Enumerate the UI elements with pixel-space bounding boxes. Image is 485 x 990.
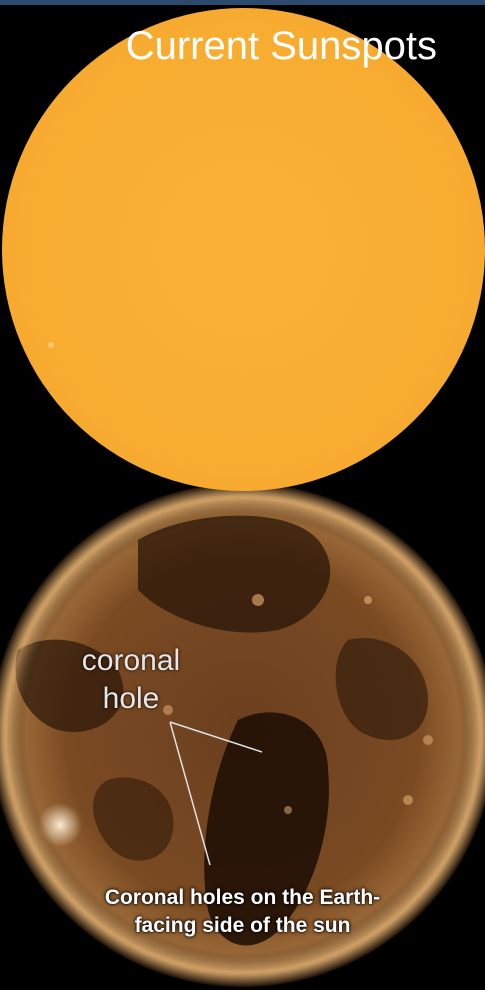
caption-line1: Coronal holes on the Earth- [104,886,381,909]
coronal-hole-label-line2: hole [102,682,160,715]
caption-line2: facing side of the sun [134,914,351,937]
visible-light-sun-image [2,8,485,491]
coronal-hole-label: coronal hole [66,642,196,718]
top-border [0,0,485,5]
image-caption: Coronal holes on the Earth- facing side … [40,884,445,940]
sunspot-speck [48,342,54,348]
page-title: Current Sunspots [125,24,437,68]
coronal-hole-label-line1: coronal [81,644,181,677]
